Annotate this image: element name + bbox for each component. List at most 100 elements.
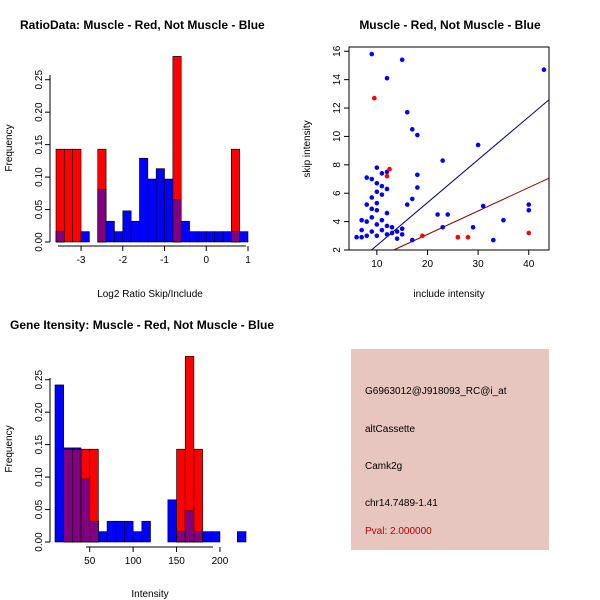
scatter-y-tick-label: 6 — [332, 190, 343, 196]
ratio-x-label: Log2 Ratio Skip/Include — [97, 289, 203, 300]
scatter-chart-title: Muscle - Red, Not Muscle - Blue — [359, 18, 541, 32]
intensity-bar-overlap — [193, 531, 203, 543]
scatter-point-not-muscle — [526, 202, 532, 207]
scatter-point-not-muscle — [364, 219, 370, 224]
ratio-chart-title: RatioData: Muscle - Red, Not Muscle - Bl… — [20, 18, 265, 32]
intensity-bar-not-muscle — [124, 520, 134, 543]
ratio-bar-muscle — [64, 148, 73, 243]
ratio-y-tick-label: 0.15 — [34, 134, 45, 154]
scatter-point-not-muscle — [501, 217, 506, 223]
scatter-y-tick-label: 2 — [332, 247, 343, 253]
gene-name: Camk2g — [365, 461, 403, 472]
intensity-x-tick-label: 50 — [84, 556, 96, 567]
scatter-point-not-muscle — [415, 172, 420, 178]
scatter-point-not-muscle — [374, 200, 380, 206]
scatter-point-not-muscle — [480, 203, 486, 209]
intensity-bar-overlap — [89, 520, 99, 543]
ratio-bar-not-muscle — [122, 210, 132, 243]
intensity-bars — [54, 356, 247, 543]
intensity-y-tick-label: 0.00 — [34, 532, 45, 552]
ratio-x-tick-label: -2 — [118, 255, 127, 266]
scatter-point-not-muscle — [389, 230, 395, 236]
scatter-point-not-muscle — [541, 67, 547, 73]
scatter-point-muscle — [526, 230, 532, 236]
intensity-bar-not-muscle — [132, 531, 143, 543]
scatter-y-tick-label: 14 — [332, 74, 343, 86]
scatter-point-not-muscle — [369, 206, 375, 212]
scatter-point-not-muscle — [394, 236, 400, 241]
scatter-point-not-muscle — [384, 75, 390, 81]
scatter-point-not-muscle — [374, 233, 380, 239]
scatter-point-muscle — [420, 233, 425, 239]
scatter-point-not-muscle — [369, 229, 375, 234]
ratio-y-label: Frequency — [4, 124, 15, 171]
ratio-bar-not-muscle — [189, 231, 199, 243]
intensity-bar-muscle — [193, 448, 203, 543]
intensity-chart-title: Gene Itensity: Muscle - Red, Not Muscle … — [10, 318, 274, 332]
intensity-x-tick-label: 100 — [125, 556, 142, 567]
scatter-y-tick-label: 12 — [332, 102, 343, 114]
scatter-point-not-muscle — [369, 195, 375, 200]
ratio-bar-overlap — [55, 231, 65, 243]
info-panel: G6963012@J918093_RC@i_at altCassette Cam… — [351, 349, 549, 550]
scatter-y-label: skip intensity — [302, 120, 313, 177]
scatter-x-tick-label: 20 — [422, 259, 434, 270]
ratio-bar-not-muscle — [164, 178, 174, 243]
ratio-bar-not-muscle — [239, 231, 249, 243]
scatter-y-tick-label: 4 — [332, 218, 343, 224]
ratio-bar-not-muscle — [139, 157, 149, 243]
intensity-histogram-panel: Gene Itensity: Muscle - Red, Not Muscle … — [4, 318, 274, 600]
scatter-point-not-muscle — [359, 217, 364, 223]
scatter-plot-box — [348, 46, 550, 251]
scatter-point-not-muscle — [404, 110, 410, 115]
scatter-x-tick-label: 40 — [523, 259, 535, 270]
intensity-x-tick-label: 150 — [168, 556, 185, 567]
scatter-point-not-muscle — [384, 186, 390, 192]
ratio-y-tick-label: 0.10 — [34, 167, 45, 187]
scatter-point-not-muscle — [364, 175, 370, 180]
ratio-bar-not-muscle — [130, 220, 140, 243]
intensity-x-ticks: 50 100 150 200 — [84, 547, 229, 567]
intensity-bar-not-muscle — [54, 384, 64, 543]
ratio-x-tick-label: 1 — [245, 255, 251, 266]
intensity-bar-not-muscle — [115, 520, 125, 543]
scatter-panel: Muscle - Red, Not Muscle - Blue 10 20 30 40… — [302, 18, 550, 300]
scatter-point-not-muscle — [369, 215, 375, 220]
scatter-fit-lines — [371, 99, 550, 251]
scatter-point-muscle — [465, 234, 471, 240]
scatter-point-not-muscle — [369, 176, 375, 182]
scatter-point-not-muscle — [470, 224, 476, 230]
intensity-bar-not-muscle — [141, 520, 151, 543]
ratio-y-ticks: 0.00 0.05 0.10 0.15 0.20 0.25 — [34, 70, 50, 252]
intensity-bar-not-muscle — [106, 520, 117, 543]
scatter-x-tick-label: 10 — [371, 259, 383, 270]
intensity-bar-not-muscle — [202, 531, 212, 543]
scatter-y-tick-label: 8 — [332, 162, 343, 168]
intensity-bar-overlap — [184, 510, 195, 543]
scatter-point-not-muscle — [369, 51, 375, 57]
scatter-x-ticks: 10 20 30 40 — [371, 250, 535, 270]
intensity-bar-overlap — [80, 478, 91, 543]
scatter-point-not-muscle — [364, 233, 370, 239]
scatter-point-muscle — [455, 234, 461, 240]
ratio-x-tick-label: -3 — [77, 255, 86, 266]
scatter-point-not-muscle — [435, 212, 440, 217]
ratio-bar-not-muscle — [214, 231, 224, 243]
ratio-bar-not-muscle — [105, 220, 115, 243]
scatter-point-muscle — [387, 166, 392, 172]
scatter-point-not-muscle — [389, 224, 395, 230]
scatter-y-tick-label: 16 — [332, 45, 343, 57]
chromosome-location: chr14.7489-1.41 — [365, 498, 438, 509]
ratio-bar-not-muscle — [222, 231, 232, 243]
ratio-bar-muscle — [231, 148, 240, 243]
scatter-point-not-muscle — [384, 210, 390, 216]
scatter-point-muscle — [384, 173, 390, 179]
scatter-point-not-muscle — [379, 171, 385, 176]
scatter-fit-line — [393, 177, 550, 251]
intensity-bar-overlap — [63, 448, 73, 543]
intensity-bar-muscle — [176, 448, 186, 543]
scatter-x-label: include intensity — [413, 289, 484, 300]
scatter-point-not-muscle — [445, 212, 451, 217]
scatter-point-not-muscle — [354, 234, 359, 240]
scatter-point-not-muscle — [379, 217, 385, 223]
